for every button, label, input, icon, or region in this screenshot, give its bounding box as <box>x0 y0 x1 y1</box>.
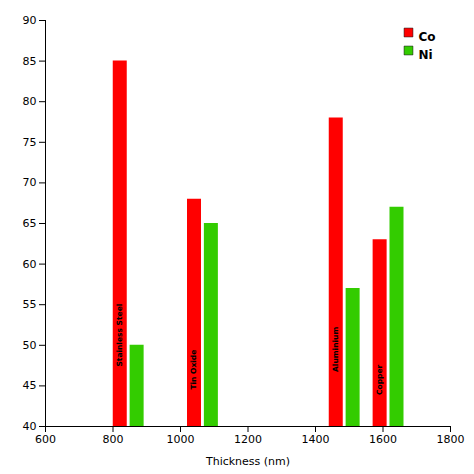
svg-text:90: 90 <box>23 14 37 27</box>
svg-text:50: 50 <box>23 339 37 352</box>
svg-text:45: 45 <box>23 379 37 392</box>
svg-text:800: 800 <box>103 433 124 446</box>
svg-text:40: 40 <box>23 420 37 433</box>
svg-text:Thickness (nm): Thickness (nm) <box>205 455 290 468</box>
svg-text:70: 70 <box>23 176 37 189</box>
svg-text:Tin Oxide: Tin Oxide <box>189 350 198 390</box>
svg-text:80: 80 <box>23 95 37 108</box>
svg-text:Stainless Steel: Stainless Steel <box>115 304 124 367</box>
svg-text:1400: 1400 <box>302 433 330 446</box>
svg-text:65: 65 <box>23 217 37 230</box>
svg-text:Copper: Copper <box>375 364 384 394</box>
svg-text:Co: Co <box>419 30 436 44</box>
svg-text:1200: 1200 <box>234 433 262 446</box>
svg-text:1000: 1000 <box>167 433 195 446</box>
svg-text:75: 75 <box>23 136 37 149</box>
svg-text:1600: 1600 <box>369 433 397 446</box>
svg-text:1800: 1800 <box>437 433 465 446</box>
svg-text:55: 55 <box>23 298 37 311</box>
svg-text:60: 60 <box>23 258 37 271</box>
svg-text:600: 600 <box>35 433 56 446</box>
svg-text:Aluminium: Aluminium <box>331 327 340 372</box>
svg-text:85: 85 <box>23 55 37 68</box>
svg-text:Ni: Ni <box>419 48 433 62</box>
